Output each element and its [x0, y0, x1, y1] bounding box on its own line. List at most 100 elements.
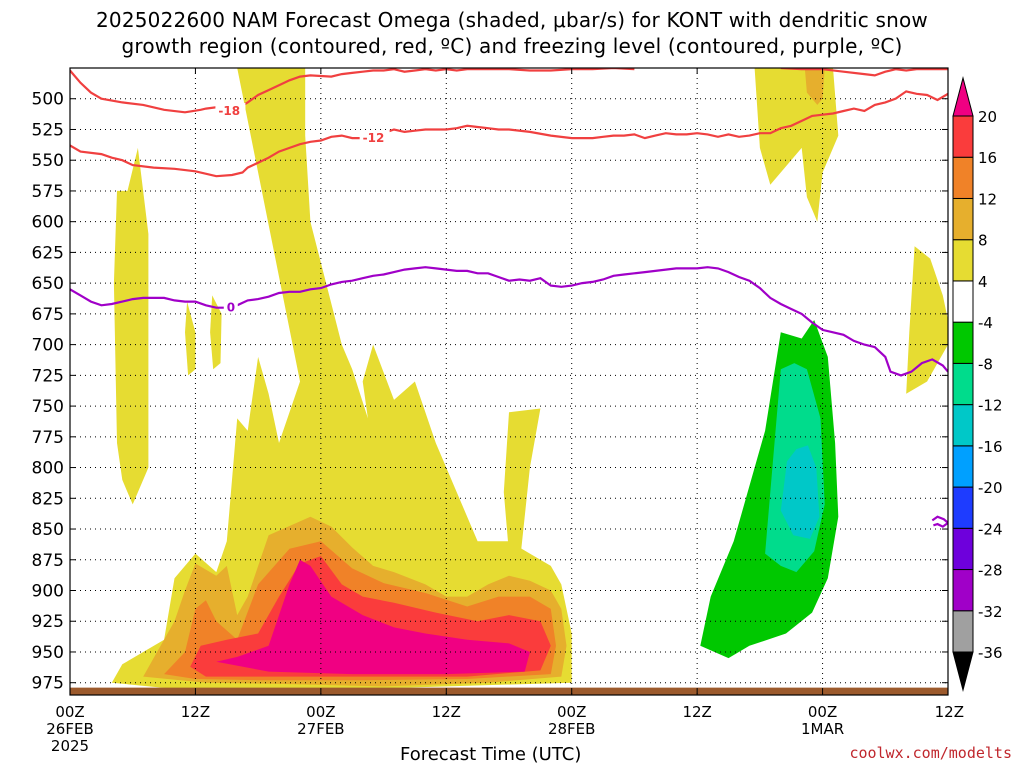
ground-strip	[70, 687, 948, 695]
y-tick-label-950: 950	[32, 643, 64, 663]
omega-region-8	[804, 68, 825, 105]
colorbar-swatch-5	[952, 404, 974, 447]
omega-region-16	[787, 666, 807, 689]
colorbar-label-5: -16	[978, 438, 1003, 456]
x-tick-label-24-1: 27FEB	[297, 720, 344, 738]
contour-dgz-2	[70, 90, 948, 178]
contour-label-3: 0	[227, 301, 235, 315]
omega-region-18	[930, 666, 948, 689]
omega-region-4	[503, 408, 541, 566]
y-tick-label-975: 975	[32, 674, 64, 694]
contour-lines: -18 -12 0	[70, 68, 948, 528]
y-tick-label-750: 750	[32, 397, 64, 417]
colorbar-swatch-0	[952, 610, 974, 653]
chart-title-line-2: growth region (contoured, red, ºC) and f…	[121, 34, 903, 58]
omega-region-0	[111, 68, 572, 689]
omega-region-11	[216, 559, 530, 675]
colorbar-swatch-1	[952, 569, 974, 612]
plot-frame	[69, 67, 949, 696]
colorbar-swatch-6	[952, 362, 974, 406]
colorbar-label-6: -12	[978, 397, 1003, 415]
colorbar-label-10: 8	[978, 232, 988, 250]
y-tick-label-500: 500	[32, 90, 64, 110]
colorbar-swatch-11	[952, 156, 974, 199]
colorbar-label-11: 12	[978, 190, 997, 208]
x-tick-label-60-0: 12Z	[682, 703, 711, 721]
omega-region-14	[634, 258, 650, 370]
omega-region-3	[210, 295, 222, 370]
x-tick-label-12-0: 12Z	[181, 703, 210, 721]
x-axis-title: Forecast Time (UTC)	[400, 744, 582, 765]
credit-text: coolwx.com/modelts	[849, 744, 1012, 762]
colorbar-swatch-7	[952, 321, 974, 364]
x-tick-label-24-0: 00Z	[306, 703, 335, 721]
x-tick-label-36-0: 12Z	[432, 703, 461, 721]
colorbar-label-9: 4	[978, 273, 988, 291]
y-tick-label-700: 700	[32, 336, 64, 356]
colorbar-label-8: -4	[978, 314, 993, 332]
x-tick-label-0-0: 00Z	[55, 703, 84, 721]
x-tick-label-84-0: 12Z	[935, 703, 964, 721]
colorbar-label-12: 16	[978, 149, 997, 167]
omega-region-1	[113, 147, 149, 505]
omega-region-12	[73, 295, 91, 517]
contour-dgz-1	[780, 68, 948, 77]
y-tick-label-625: 625	[32, 243, 64, 263]
y-tick-label-550: 550	[32, 151, 64, 171]
contour-label-bg-2	[359, 130, 390, 145]
contour-label-bg-0	[215, 103, 246, 118]
colorbar-label-4: -20	[978, 479, 1003, 497]
contour-label-0: -18	[218, 104, 240, 118]
colorbar-label-7: -8	[978, 355, 993, 373]
colorbar-swatch-9	[952, 239, 974, 282]
y-tick-label-525: 525	[32, 120, 64, 140]
colorbar-swatch-4	[952, 445, 974, 488]
omega-region-6	[906, 246, 948, 394]
y-tick-label-650: 650	[32, 274, 64, 294]
y-tick-label-675: 675	[32, 305, 64, 325]
colorbar-label-3: -24	[978, 520, 1003, 538]
x-tick-label-0-2: 2025	[51, 737, 89, 755]
y-tick-label-600: 600	[32, 213, 64, 233]
contour-freezing-3	[70, 266, 948, 377]
omega-shading	[70, 68, 948, 695]
x-tick-label-72-1: 1MAR	[801, 720, 844, 738]
y-tick-label-575: 575	[32, 182, 64, 202]
colorbar-swatch-10	[952, 197, 974, 241]
y-tick-label-900: 900	[32, 582, 64, 602]
y-tick-label-850: 850	[32, 520, 64, 540]
chart-title-line-1: 2025022600 NAM Forecast Omega (shaded, μ…	[95, 8, 928, 32]
y-tick-label-925: 925	[32, 612, 64, 632]
contour-label-2: -12	[363, 131, 385, 145]
omega-region-13	[563, 258, 593, 486]
omega-region-5	[754, 68, 839, 222]
omega-region-21	[780, 445, 820, 539]
colorbar-under-triangle	[952, 651, 974, 692]
y-tick-label-875: 875	[32, 551, 64, 571]
y-tick-label-800: 800	[32, 459, 64, 479]
x-tick-label-72-0: 00Z	[808, 703, 837, 721]
omega-region-17	[846, 652, 860, 683]
y-tick-label-825: 825	[32, 489, 64, 509]
colorbar-swatch-12	[952, 115, 974, 158]
colorbar-swatch-8	[952, 280, 974, 323]
y-tick-label-775: 775	[32, 428, 64, 448]
colorbar-swatch-3	[952, 486, 974, 529]
colorbar-label-1: -32	[978, 603, 1003, 621]
y-axis: 500 525 550 575 600 625 650 675 700 725 750 775 800 8…	[32, 90, 948, 694]
x-tick-label-0-1: 26FEB	[46, 720, 93, 738]
colorbar-label-13: 20	[978, 108, 997, 126]
x-tick-label-48-0: 00Z	[557, 703, 586, 721]
contour-label-bg-3	[223, 299, 238, 314]
colorbar: -36 -32 -28 -24 -20 -16 -12 -8 -4 4 8 12 16 20	[952, 76, 1003, 692]
y-tick-label-725: 725	[32, 366, 64, 386]
x-tick-label-48-1: 28FEB	[548, 720, 595, 738]
omega-region-2	[185, 301, 196, 376]
contour-freezing-4	[931, 515, 948, 528]
colorbar-label-0: -36	[978, 644, 1003, 662]
colorbar-swatch-2	[952, 527, 974, 571]
contour-dgz-0	[70, 68, 635, 114]
colorbar-over-triangle	[952, 76, 974, 117]
